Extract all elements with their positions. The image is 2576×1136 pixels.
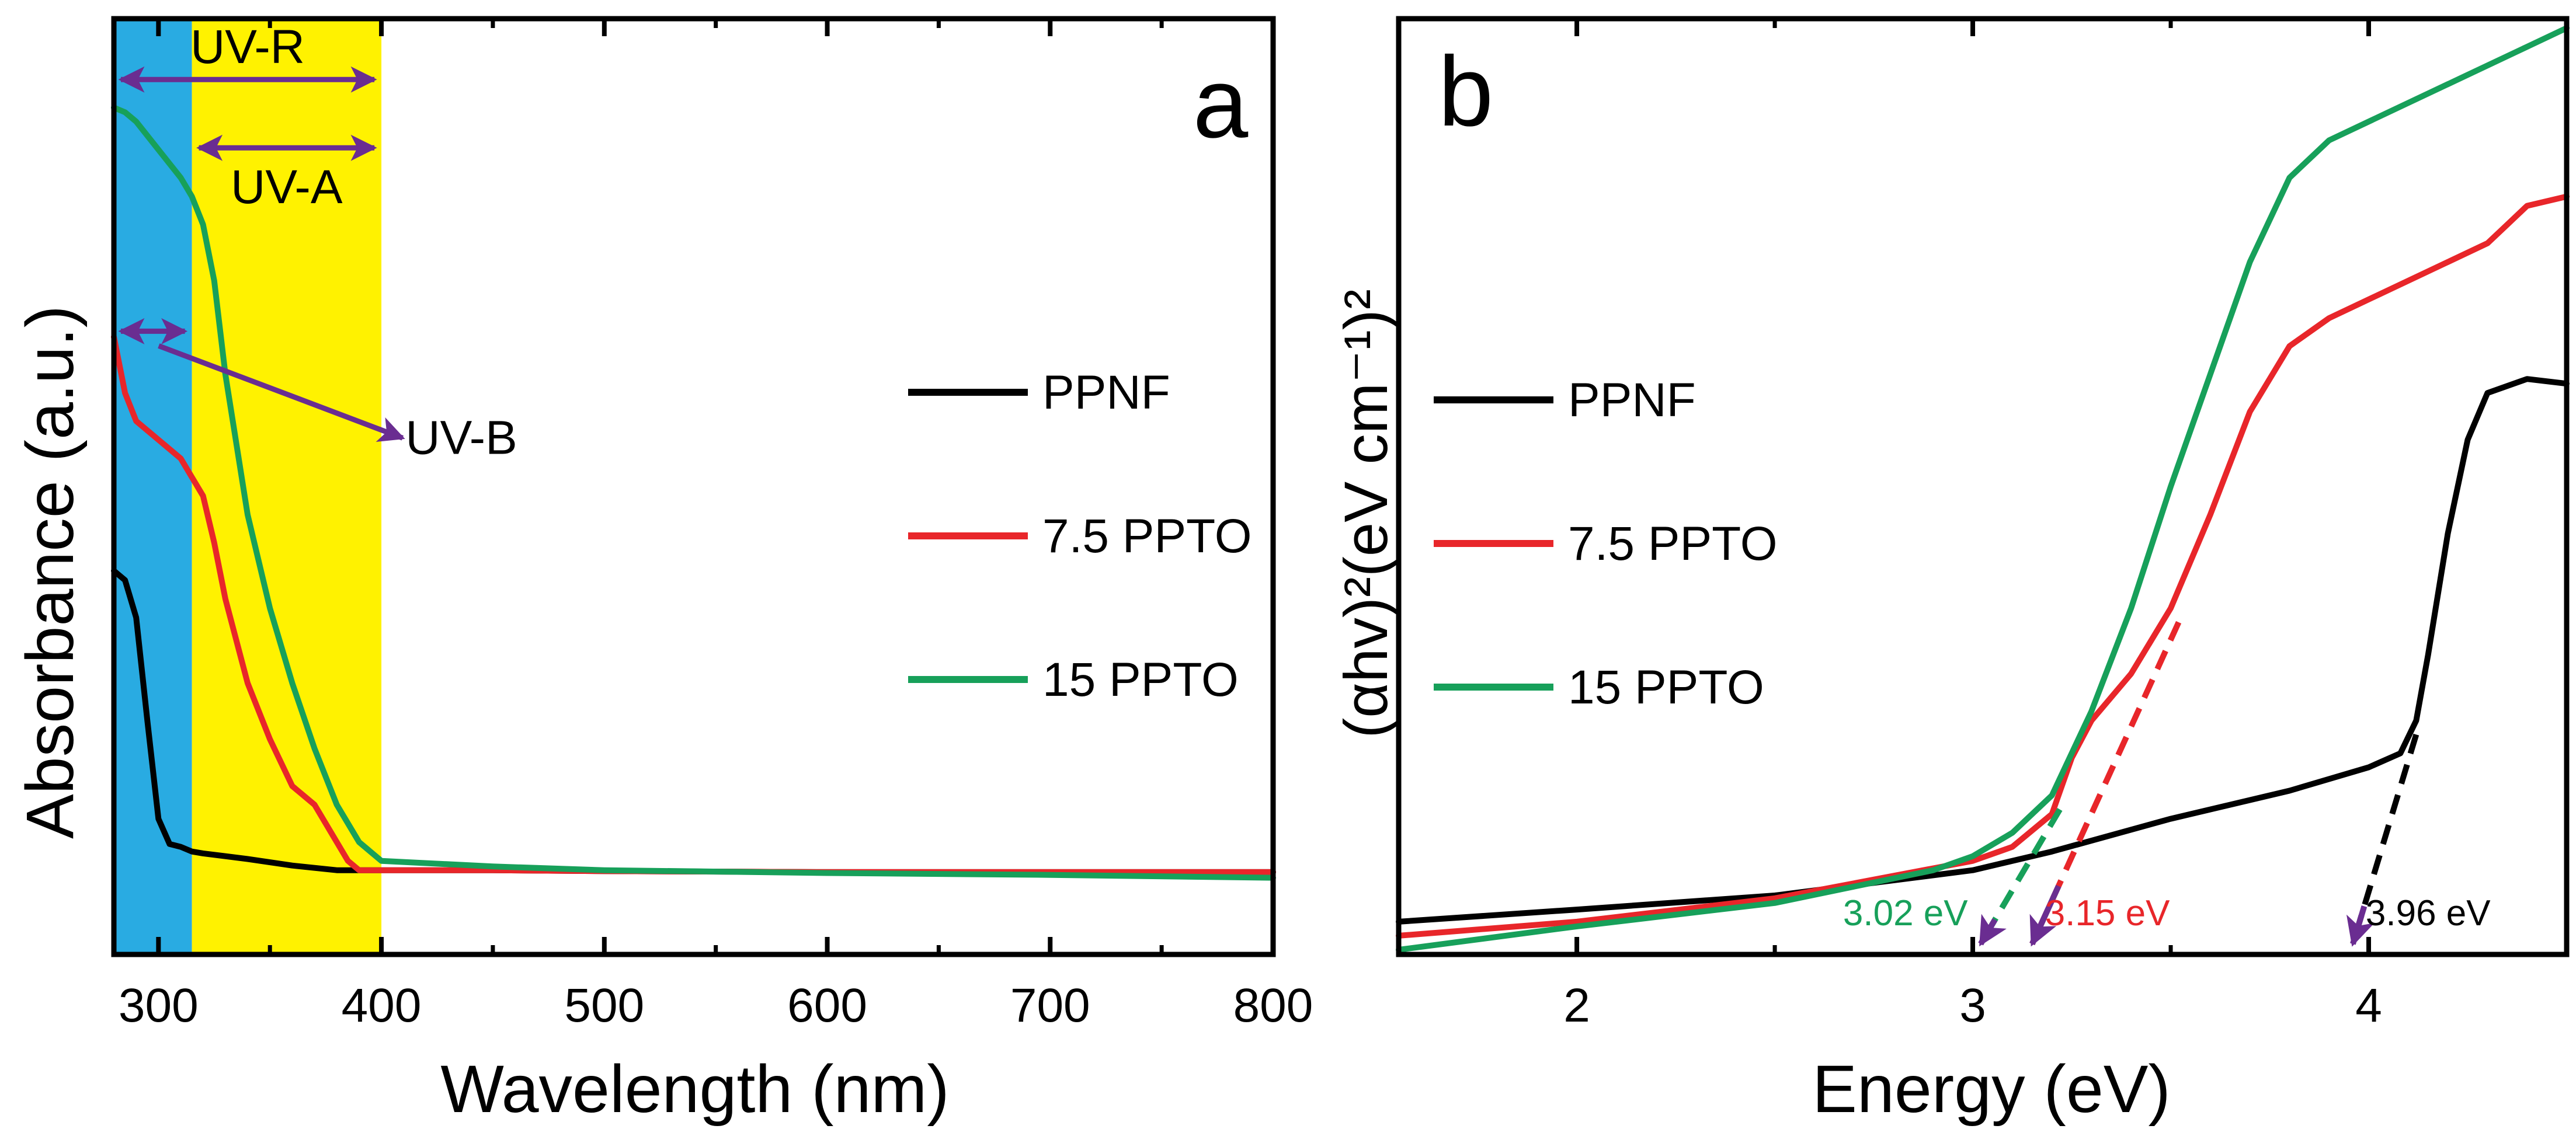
panel-a-xtick-label: 600	[787, 979, 867, 1032]
panel-b-ylabel: (αhv)²(eV cm⁻¹)²	[1332, 289, 1400, 738]
panel-b-gap-label-1: 3.02 eV	[1843, 893, 1968, 933]
panel-b-series-line-3	[1396, 25, 2570, 953]
panel-b-gap-label-2: 3.15 eV	[2045, 893, 2170, 933]
panel-a-band-2	[192, 19, 382, 954]
panel-a-band-1	[114, 19, 192, 954]
panel-a-legend-label-2: 7.5 PPTO	[1042, 510, 1252, 563]
panel-a-range-label-2: UV-A	[231, 161, 343, 214]
panel-b-legend-label-1: PPNF	[1568, 374, 1696, 427]
panel-a-xtick-label: 500	[564, 979, 644, 1032]
panel-b-xtick-label: 4	[2355, 979, 2382, 1032]
panel-b-intercept-arrow-1	[1978, 914, 2007, 947]
panel-b-legend-label-3: 15 PPTO	[1568, 661, 1764, 714]
panel-b-frame	[1396, 16, 2570, 957]
panel-a-xtick-label: 800	[1233, 979, 1313, 1032]
panel-a-legend-label-3: 15 PPTO	[1042, 653, 1239, 706]
panel-a-ylabel: Absorbance (a.u.)	[13, 305, 88, 839]
panel-a-range-label-1: UV-R	[190, 20, 305, 74]
panel-a-xtick-label: 700	[1010, 979, 1090, 1032]
panel-a-legend-label-1: PPNF	[1042, 366, 1170, 419]
panel-b-intercept-arrow-3	[2346, 905, 2375, 947]
panel-a-xtick-label: 400	[342, 979, 422, 1032]
panel-b-series-line-2	[1396, 193, 2570, 939]
panel-a-pointer-arrow	[158, 343, 405, 442]
panel-a: a Wavelength (nm) Absorbance (a.u.) 300 4…	[13, 16, 1313, 1127]
panel-b-label: b	[1438, 36, 1494, 147]
panel-b-xlabel: Energy (eV)	[1812, 1052, 2171, 1127]
panel-b: b Energy (eV) (αhv)²(eV cm⁻¹)² 2 3 4 PPNF 7.…	[1332, 16, 2570, 1127]
panel-b-gap-label-3: 3.96 eV	[2366, 893, 2491, 933]
panel-a-xtick-label: 300	[119, 979, 199, 1032]
panel-a-frame	[111, 16, 1276, 957]
panel-a-series-line-3	[111, 104, 1276, 881]
panel-a-label: a	[1193, 48, 1249, 159]
panel-b-legend-label-2: 7.5 PPTO	[1568, 517, 1778, 570]
panel-b-series-line-1	[1396, 376, 2570, 925]
panel-a-range-label-3: UV-B	[405, 411, 517, 464]
panel-a-xlabel: Wavelength (nm)	[440, 1052, 949, 1127]
panel-b-xtick-label: 2	[1563, 979, 1590, 1032]
panel-b-fit-line-3	[2350, 733, 2419, 945]
panel-b-intercept-arrow-2	[2029, 884, 2062, 947]
panel-b-xtick-label: 3	[1959, 979, 1986, 1032]
